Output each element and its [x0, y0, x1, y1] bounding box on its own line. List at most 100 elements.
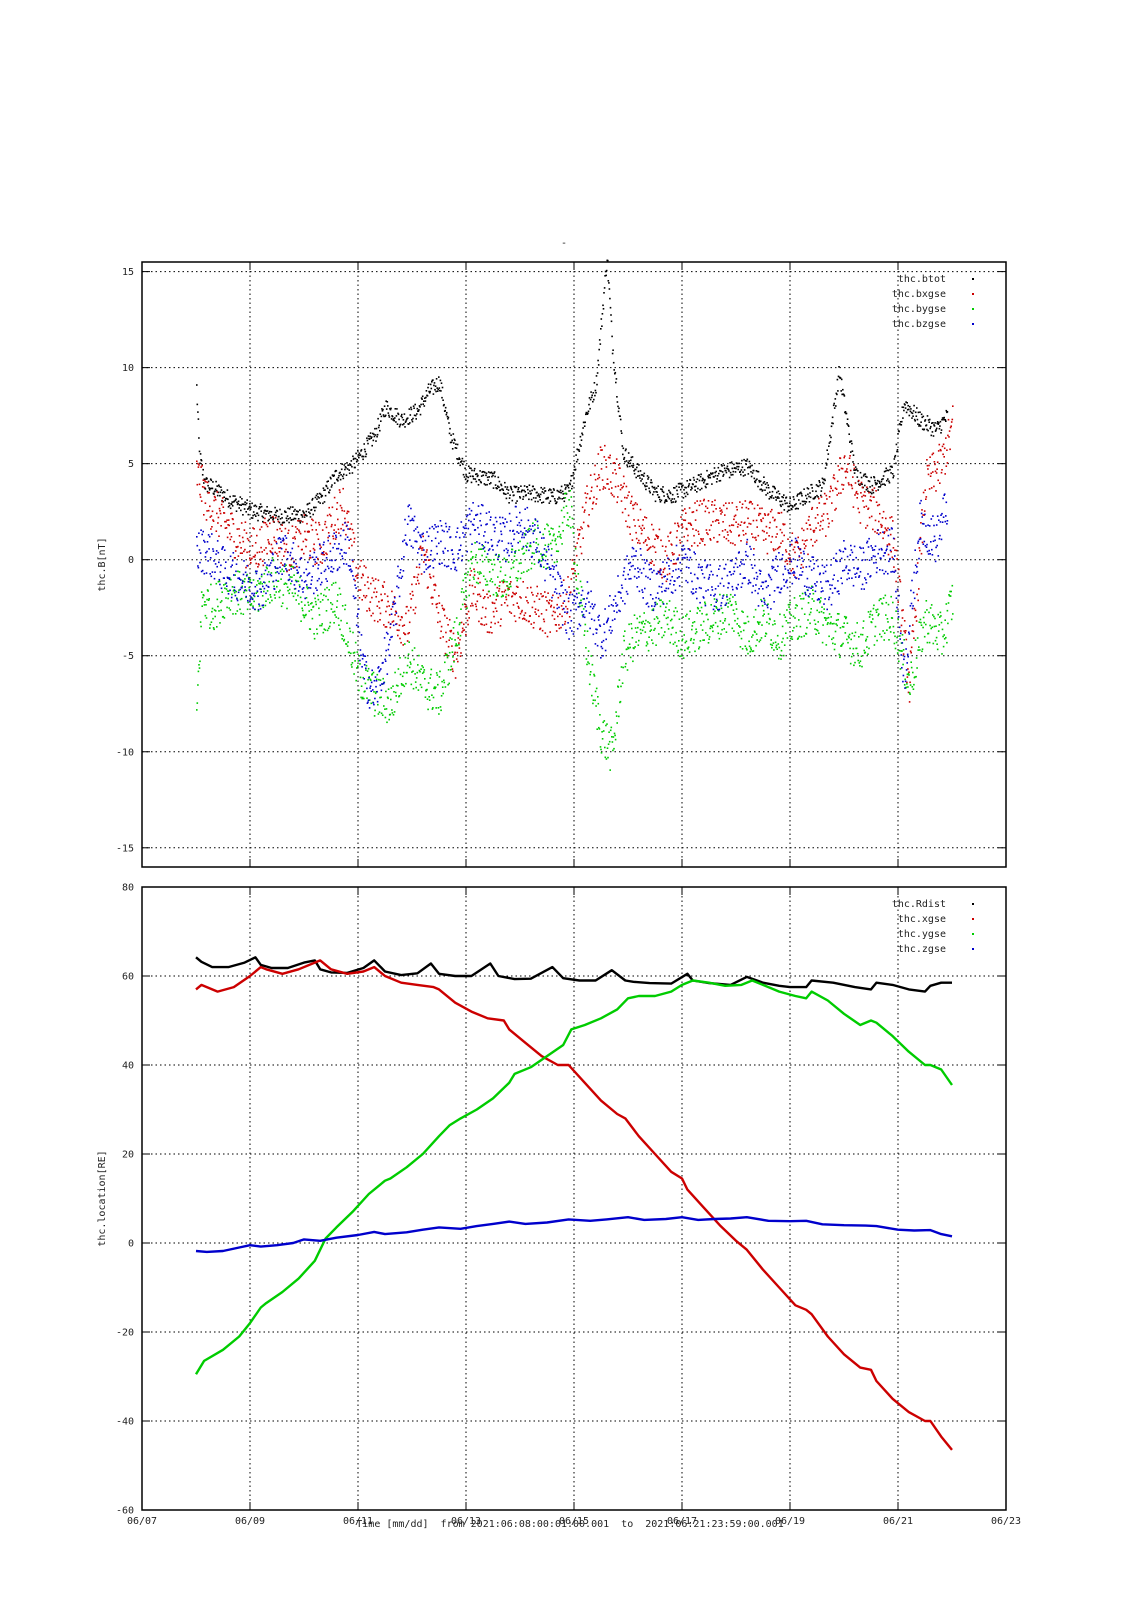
data-point: [470, 509, 473, 512]
data-point: [220, 525, 222, 527]
data-point: [454, 639, 456, 641]
data-point: [726, 531, 729, 533]
data-point: [310, 579, 313, 582]
data-point: [849, 662, 852, 665]
data-point: [267, 571, 270, 573]
data-point: [618, 715, 620, 718]
data-point: [276, 585, 278, 588]
data-point: [529, 490, 531, 492]
data-point: [310, 609, 313, 611]
data-point: [220, 564, 222, 567]
data-point: [454, 566, 457, 569]
data-point: [418, 669, 421, 672]
data-point: [329, 550, 332, 553]
data-point: [484, 596, 486, 598]
data-point: [356, 615, 358, 618]
data-point: [886, 479, 888, 482]
data-point: [526, 486, 529, 488]
data-point: [480, 524, 482, 527]
data-point: [326, 629, 329, 632]
data-point: [401, 558, 403, 560]
data-point: [297, 545, 300, 548]
data-point: [287, 529, 290, 532]
data-point: [339, 534, 342, 537]
data-point: [362, 676, 364, 679]
data-point: [542, 553, 545, 556]
data-point: [508, 588, 510, 590]
data-point: [870, 492, 873, 495]
data-point: [298, 529, 300, 531]
data-point: [297, 510, 299, 513]
data-point: [322, 543, 325, 546]
data-point: [951, 584, 954, 587]
data-point: [665, 606, 667, 609]
data-point: [738, 625, 740, 627]
data-point: [771, 508, 773, 511]
data-point: [257, 566, 259, 568]
data-point: [896, 636, 898, 639]
data-point: [401, 616, 403, 619]
data-point: [545, 609, 548, 611]
data-point: [322, 502, 324, 505]
data-point: [201, 596, 204, 599]
data-point: [729, 593, 732, 596]
data-point: [333, 622, 335, 624]
data-point: [711, 504, 713, 506]
data-point: [404, 656, 407, 659]
data-point: [286, 558, 289, 560]
data-point: [578, 534, 580, 536]
data-point: [374, 692, 377, 695]
data-point: [242, 580, 244, 583]
data-point: [424, 678, 426, 680]
data-point: [654, 551, 657, 553]
data-point: [808, 515, 810, 518]
data-point: [342, 529, 345, 532]
data-point: [402, 419, 405, 421]
data-point: [381, 410, 384, 412]
data-point: [206, 589, 209, 591]
data-point: [344, 604, 347, 606]
data-point: [615, 378, 618, 380]
data-point: [404, 534, 407, 536]
data-point: [353, 578, 355, 581]
data-point: [869, 495, 872, 498]
data-point: [884, 527, 887, 529]
data-point: [662, 486, 664, 488]
data-point: [756, 639, 758, 641]
data-point: [433, 384, 435, 387]
data-point: [780, 542, 782, 544]
data-point: [340, 619, 342, 622]
data-point: [924, 611, 926, 614]
data-point: [266, 573, 269, 576]
data-point: [274, 566, 276, 568]
data-point: [384, 626, 387, 628]
data-point: [534, 608, 537, 610]
data-point: [419, 547, 421, 549]
data-point: [370, 702, 373, 705]
data-point: [787, 603, 790, 606]
data-point: [392, 624, 395, 627]
data-point: [353, 537, 356, 540]
data-point: [401, 575, 404, 578]
data-point: [494, 607, 497, 610]
data-point: [317, 501, 320, 503]
data-point: [507, 594, 510, 597]
data-point: [510, 612, 513, 614]
data-point: [535, 542, 537, 544]
data-point: [881, 483, 884, 486]
data-point: [268, 543, 270, 545]
data-point: [295, 510, 298, 512]
data-point: [324, 629, 327, 631]
data-point: [232, 523, 235, 525]
data-point: [774, 487, 776, 490]
data-point: [695, 529, 697, 531]
data-point: [212, 627, 215, 629]
data-point: [611, 741, 614, 743]
data-point: [800, 563, 803, 566]
data-point: [594, 464, 596, 467]
data-point: [931, 422, 933, 424]
data-point: [497, 558, 499, 561]
data-point: [486, 483, 488, 486]
data-point: [901, 650, 903, 652]
data-point: [248, 551, 250, 553]
